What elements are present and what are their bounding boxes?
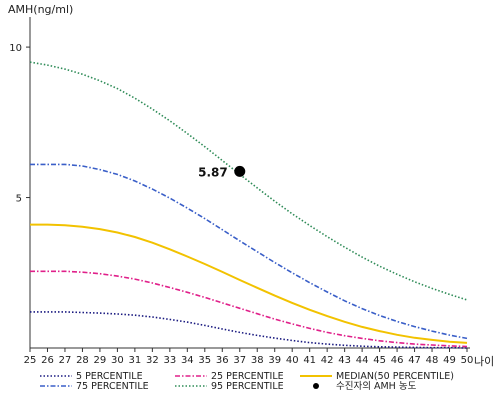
y-tick-label: 10 — [9, 43, 22, 54]
legend-label: 75 PERCENTILE — [76, 381, 149, 392]
x-tick-label: 29 — [94, 355, 107, 366]
series-line-4 — [29, 61, 468, 301]
x-tick-label: 41 — [303, 355, 316, 366]
legend-marker — [313, 383, 319, 389]
x-tick-label: 28 — [76, 355, 89, 366]
y-tick-label: 5 — [16, 194, 22, 205]
x-axis-ticks: 25 26 27 28 29 30 31 32 33 34 35 36 37 38 39 40 41 42 43 44… — [24, 348, 474, 366]
y-axis-ticks: 5 10 — [9, 43, 30, 205]
x-tick-label: 31 — [129, 355, 142, 366]
x-tick-label: 42 — [321, 355, 334, 366]
x-tick-label: 45 — [373, 355, 386, 366]
x-tick-label: 44 — [356, 355, 369, 366]
x-tick-label: 47 — [408, 355, 421, 366]
legend-label: 95 PERCENTILE — [211, 381, 284, 392]
x-tick-label: 25 — [24, 355, 37, 366]
x-tick-label: 40 — [286, 355, 299, 366]
x-tick-label: 33 — [163, 355, 176, 366]
series-line-2 — [30, 223, 468, 344]
x-tick-label: 27 — [59, 355, 72, 366]
x-tick-label: 37 — [233, 355, 246, 366]
y-axis-title: AMH(ng/ml) — [8, 3, 73, 16]
x-tick-label: 43 — [338, 355, 351, 366]
x-tick-label: 35 — [198, 355, 211, 366]
x-tick-label: 46 — [391, 355, 404, 366]
legend-label: 5 PERCENTILE — [76, 371, 143, 382]
x-axis-title: 나이 — [474, 355, 494, 368]
series-line-3 — [30, 163, 468, 340]
x-tick-label: 49 — [443, 355, 456, 366]
x-tick-label: 36 — [216, 355, 229, 366]
series-layer — [29, 61, 468, 349]
legend-label: 수진자의 AMH 농도 — [336, 381, 417, 392]
x-tick-label: 48 — [426, 355, 439, 366]
patient-amh-value-label: 5.87 — [198, 165, 228, 179]
legend-label: 25 PERCENTILE — [211, 371, 284, 382]
x-tick-label: 26 — [41, 355, 54, 366]
patient-amh-point — [234, 165, 246, 177]
annotation-layer: 5.87 — [198, 165, 246, 179]
x-tick-label: 30 — [111, 355, 124, 366]
x-tick-label: 39 — [268, 355, 281, 366]
series-line-1 — [30, 270, 468, 348]
x-tick-label: 38 — [251, 355, 264, 366]
x-tick-label: 50 — [461, 355, 474, 366]
x-tick-label: 34 — [181, 355, 194, 366]
axes — [29, 17, 470, 349]
legend-label: MEDIAN(50 PERCENTILE) — [336, 371, 454, 382]
x-tick-label: 32 — [146, 355, 159, 366]
legend: 5 PERCENTILE 25 PERCENTILE MEDIAN(50 PERCE… — [40, 371, 454, 392]
